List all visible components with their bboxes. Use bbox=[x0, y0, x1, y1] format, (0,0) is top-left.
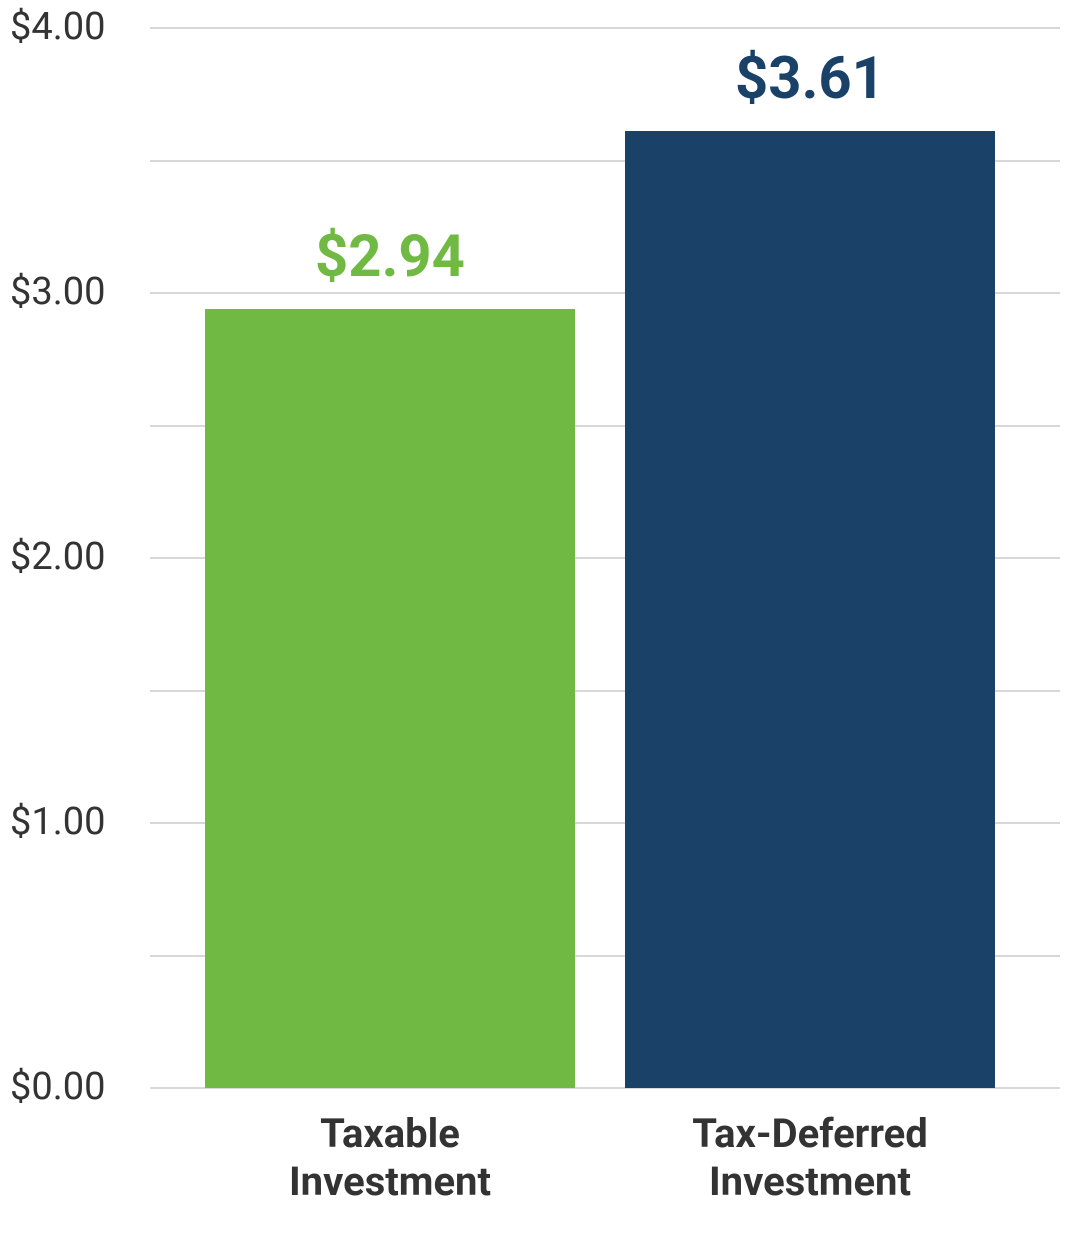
y-tick-label: $2.00 bbox=[10, 535, 105, 579]
investment-bar-chart: $2.94 $3.61 $0.00 $1.00 $2.00 $3.00 $4.00 Tax… bbox=[0, 0, 1070, 1234]
x-tick-label-line: Investment bbox=[205, 1158, 575, 1206]
y-tick-label: $0.00 bbox=[10, 1065, 105, 1109]
x-tick-label: Tax-DeferredInvestment bbox=[625, 1110, 995, 1206]
bar-value-label: $3.61 bbox=[625, 45, 995, 113]
y-tick-label: $4.00 bbox=[10, 5, 105, 49]
plot-area: $2.94 $3.61 bbox=[150, 28, 1060, 1088]
x-tick-label: TaxableInvestment bbox=[205, 1110, 575, 1206]
y-tick-label: $1.00 bbox=[10, 800, 105, 844]
y-tick-label: $3.00 bbox=[10, 270, 105, 314]
bar-value-label: $2.94 bbox=[205, 223, 575, 291]
x-tick-label-line: Investment bbox=[625, 1158, 995, 1206]
gridline-major bbox=[150, 27, 1060, 29]
bar bbox=[625, 131, 995, 1088]
x-tick-label-line: Tax-Deferred bbox=[625, 1110, 995, 1158]
bar bbox=[205, 309, 575, 1088]
x-tick-label-line: Taxable bbox=[205, 1110, 575, 1158]
